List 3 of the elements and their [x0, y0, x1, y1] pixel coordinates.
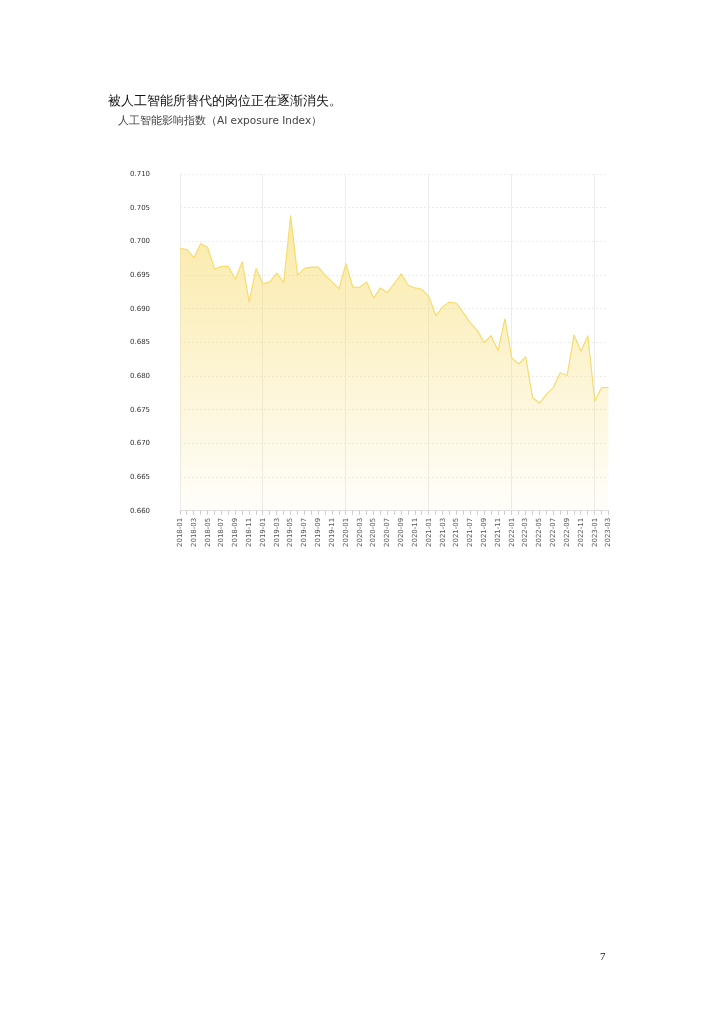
text: 7	[600, 950, 606, 962]
chart-subtitle: 人工智能影响指数（AI exposure Index）	[118, 114, 323, 128]
chart-title: 被人工智能所替代的岗位正在逐渐消失。	[108, 92, 342, 110]
